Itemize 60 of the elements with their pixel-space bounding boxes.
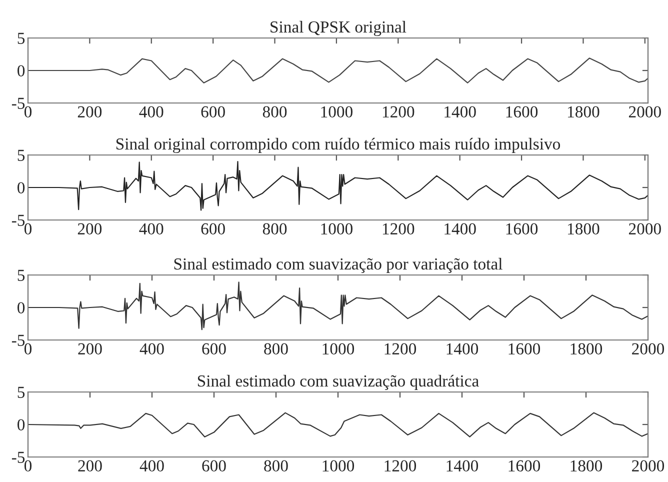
y-tick-label: 0 [18,419,25,430]
x-tick-label: 800 [264,343,288,355]
y-tick-label: 5 [18,32,25,44]
x-tick-label: 1800 [568,106,600,118]
chart-title: Sinal estimado com suavização por variação total [174,258,502,273]
x-tick-label: 800 [264,460,288,472]
x-tick-label: 1000 [321,106,352,118]
x-tick-label: 200 [78,343,102,355]
chart-title: Sinal estimado com suavização quadrática [198,374,479,390]
x-tick-label: 1200 [382,106,414,118]
chart-title: Sinal QPSK original [270,20,406,36]
x-tick-label: 1400 [446,460,478,472]
x-tick-label: 1000 [322,460,354,472]
y-tick-label: -5 [12,98,25,109]
x-tick-label: 1000 [322,343,354,355]
x-tick-label: 1600 [506,106,538,118]
x-tick-label: 1600 [508,460,540,472]
y-tick-label: 5 [18,386,25,398]
y-tick-label: -5 [12,214,25,226]
y-tick-label: 5 [18,150,25,161]
x-tick-label: 200 [78,106,102,118]
line-series [28,160,648,211]
x-tick-label: 600 [202,343,226,355]
x-tick-label: 600 [202,460,226,472]
y-tick-label: 0 [18,302,25,314]
y-tick-label: 0 [18,65,25,76]
x-tick-label: 1200 [384,460,416,472]
x-tick-label: 1200 [382,223,414,235]
x-tick-label: 1200 [384,343,416,355]
x-tick-label: 2000 [632,343,664,355]
x-tick-label: 1400 [444,223,476,235]
x-tick-label: 1400 [446,343,478,355]
x-tick-label: 1800 [568,223,600,235]
x-tick-label: 2000 [628,106,661,118]
x-tick-label: 1600 [508,343,540,355]
y-tick-label: -5 [12,452,25,463]
x-tick-label: 1800 [570,343,602,355]
chart-title: Sinal original corrompido com ruído térmico mais ruído impulsivo [116,138,560,154]
x-tick-label: 1400 [444,106,476,118]
x-tick-label: 600 [201,106,225,118]
line-series [28,282,648,330]
x-tick-label: 800 [262,223,287,235]
x-tick-label: 2000 [628,223,661,235]
line-series [28,58,648,84]
x-tick-label: 400 [140,460,164,472]
x-tick-label: 400 [140,343,164,355]
x-tick-label: 400 [139,223,164,235]
x-tick-label: 800 [262,106,287,118]
y-tick-label: 5 [18,270,25,281]
x-tick-label: 1800 [570,460,602,472]
y-tick-label: -5 [12,334,25,346]
x-tick-label: 400 [139,106,164,118]
x-tick-label: 1600 [506,223,538,235]
x-tick-label: 600 [201,223,225,235]
y-tick-label: 0 [18,182,25,194]
line-series [28,412,648,438]
x-tick-label: 1000 [321,223,352,235]
x-tick-label: 2000 [632,460,664,472]
x-tick-label: 200 [78,460,102,472]
x-tick-label: 200 [78,223,102,235]
